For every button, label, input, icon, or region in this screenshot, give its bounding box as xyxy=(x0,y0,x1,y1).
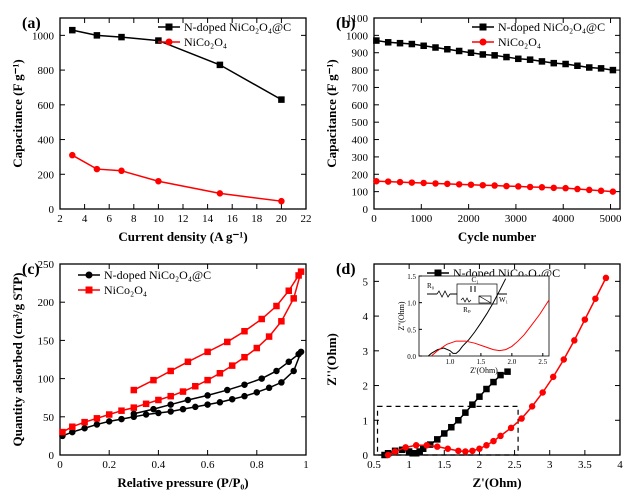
svg-text:0.8: 0.8 xyxy=(250,459,264,471)
svg-text:50: 50 xyxy=(43,411,55,423)
svg-text:400: 400 xyxy=(352,135,369,147)
svg-text:3000: 3000 xyxy=(505,213,528,225)
svg-text:(b): (b) xyxy=(336,15,356,32)
svg-text:3: 3 xyxy=(363,345,369,357)
svg-text:(d): (d) xyxy=(336,261,356,278)
svg-text:0.0: 0.0 xyxy=(407,353,416,361)
svg-text:1000: 1000 xyxy=(410,213,433,225)
svg-text:200: 200 xyxy=(352,169,369,181)
svg-text:4: 4 xyxy=(82,213,88,225)
svg-text:6: 6 xyxy=(106,213,112,225)
svg-text:Quantity adsorbed (cm³/g STP): Quantity adsorbed (cm³/g STP) xyxy=(10,272,25,446)
panel-d: 0.5 1 1.5 2 2.5 3 3.5 4 0 1 2 3 4 5 Z'(Ohm) Z''(Ohm) (d)… xyxy=(322,254,630,494)
svg-text:1000: 1000 xyxy=(346,30,369,42)
svg-text:8: 8 xyxy=(131,213,137,225)
svg-text:R₀: R₀ xyxy=(427,282,435,290)
svg-text:800: 800 xyxy=(38,65,55,77)
svg-text:Z'(Ohm): Z'(Ohm) xyxy=(470,366,498,375)
svg-text:14: 14 xyxy=(202,213,214,225)
svg-text:0: 0 xyxy=(363,450,369,462)
svg-text:Z'(Ohm): Z'(Ohm) xyxy=(472,475,521,490)
svg-text:4: 4 xyxy=(617,459,623,471)
svg-text:1: 1 xyxy=(363,415,369,427)
svg-text:200: 200 xyxy=(38,297,55,309)
svg-text:(c): (c) xyxy=(22,261,40,278)
svg-text:1: 1 xyxy=(303,459,309,471)
svg-text:5: 5 xyxy=(363,276,369,288)
svg-text:0: 0 xyxy=(371,213,377,225)
svg-text:10: 10 xyxy=(153,213,165,225)
svg-text:4: 4 xyxy=(363,311,369,323)
svg-text:200: 200 xyxy=(38,169,55,181)
svg-text:1.5: 1.5 xyxy=(437,459,451,471)
svg-text:100: 100 xyxy=(352,187,369,199)
svg-text:2.0: 2.0 xyxy=(507,358,516,366)
svg-text:Z''(Ohm): Z''(Ohm) xyxy=(397,301,406,330)
svg-text:500: 500 xyxy=(352,117,369,129)
panel-a: 2 4 6 8 10 12 14 16 18 20 22 0 200 400 600 800 1000 Curre… xyxy=(8,8,316,248)
svg-text:Rₚ: Rₚ xyxy=(463,306,471,314)
svg-text:0.5: 0.5 xyxy=(407,326,416,334)
svg-text:0.6: 0.6 xyxy=(201,459,215,471)
svg-text:0.5: 0.5 xyxy=(367,459,381,471)
svg-text:20: 20 xyxy=(276,213,288,225)
svg-text:700: 700 xyxy=(352,82,369,94)
svg-text:0: 0 xyxy=(363,204,369,216)
svg-text:2: 2 xyxy=(477,459,483,471)
svg-text:C₁: C₁ xyxy=(471,276,478,284)
svg-text:NiCo₂O₄: NiCo₂O₄ xyxy=(498,35,541,49)
panel-c: 0 0.2 0.4 0.6 0.8 1 0 50 100 150 200 250 Relative pr… xyxy=(8,254,316,494)
svg-text:(a): (a) xyxy=(22,15,41,32)
svg-text:250: 250 xyxy=(38,259,55,271)
svg-text:N-doped NiCo₂O₄@C: N-doped NiCo₂O₄@C xyxy=(104,268,211,282)
svg-text:800: 800 xyxy=(352,65,369,77)
svg-text:22: 22 xyxy=(301,213,312,225)
svg-text:2: 2 xyxy=(363,380,369,392)
svg-text:3.5: 3.5 xyxy=(578,459,592,471)
svg-text:2000: 2000 xyxy=(458,213,481,225)
panel-b: 0 1000 2000 3000 4000 5000 0 100 200 300 400 500 600… xyxy=(322,8,630,248)
svg-text:Capacitance (F g⁻¹): Capacitance (F g⁻¹) xyxy=(324,59,339,167)
svg-text:NiCo₂O₄: NiCo₂O₄ xyxy=(104,283,147,297)
svg-text:0: 0 xyxy=(57,459,63,471)
svg-text:0: 0 xyxy=(49,450,55,462)
svg-text:12: 12 xyxy=(178,213,189,225)
svg-text:400: 400 xyxy=(38,135,55,147)
svg-text:Cycle number: Cycle number xyxy=(458,229,537,244)
svg-text:18: 18 xyxy=(251,213,263,225)
svg-text:1.0: 1.0 xyxy=(407,299,416,307)
svg-text:2: 2 xyxy=(57,213,63,225)
svg-text:16: 16 xyxy=(227,213,239,225)
svg-text:0: 0 xyxy=(49,204,55,216)
svg-text:100: 100 xyxy=(38,373,55,385)
svg-text:1.5: 1.5 xyxy=(477,358,486,366)
svg-text:4000: 4000 xyxy=(552,213,575,225)
svg-text:600: 600 xyxy=(38,100,55,112)
svg-text:2.5: 2.5 xyxy=(538,358,547,366)
svg-text:5000: 5000 xyxy=(600,213,623,225)
svg-text:Current density (A g⁻¹): Current density (A g⁻¹) xyxy=(118,229,247,244)
svg-text:1.5: 1.5 xyxy=(407,273,416,281)
svg-text:1000: 1000 xyxy=(32,30,55,42)
svg-text:Relative pressure (P/P₀): Relative pressure (P/P₀) xyxy=(117,475,248,490)
svg-text:3: 3 xyxy=(547,459,553,471)
svg-text:1: 1 xyxy=(406,459,412,471)
svg-text:W₁: W₁ xyxy=(499,296,508,304)
svg-text:0.4: 0.4 xyxy=(152,459,166,471)
svg-text:Capacitance (F g⁻¹): Capacitance (F g⁻¹) xyxy=(10,59,25,167)
svg-text:600: 600 xyxy=(352,100,369,112)
svg-text:300: 300 xyxy=(352,152,369,164)
figure-grid: 24681012141618202202004006008001000Curre… xyxy=(8,8,630,493)
svg-text:N-doped NiCo₂O₄@C: N-doped NiCo₂O₄@C xyxy=(498,20,605,34)
svg-text:Z''(Ohm): Z''(Ohm) xyxy=(324,333,339,386)
svg-text:1.0: 1.0 xyxy=(446,358,455,366)
svg-text:N-doped NiCo₂O₄@C: N-doped NiCo₂O₄@C xyxy=(184,20,291,34)
svg-text:2.5: 2.5 xyxy=(508,459,522,471)
svg-text:NiCo₂O₄: NiCo₂O₄ xyxy=(184,35,227,49)
svg-text:0.2: 0.2 xyxy=(102,459,116,471)
svg-text:900: 900 xyxy=(352,48,369,60)
svg-text:150: 150 xyxy=(38,335,55,347)
